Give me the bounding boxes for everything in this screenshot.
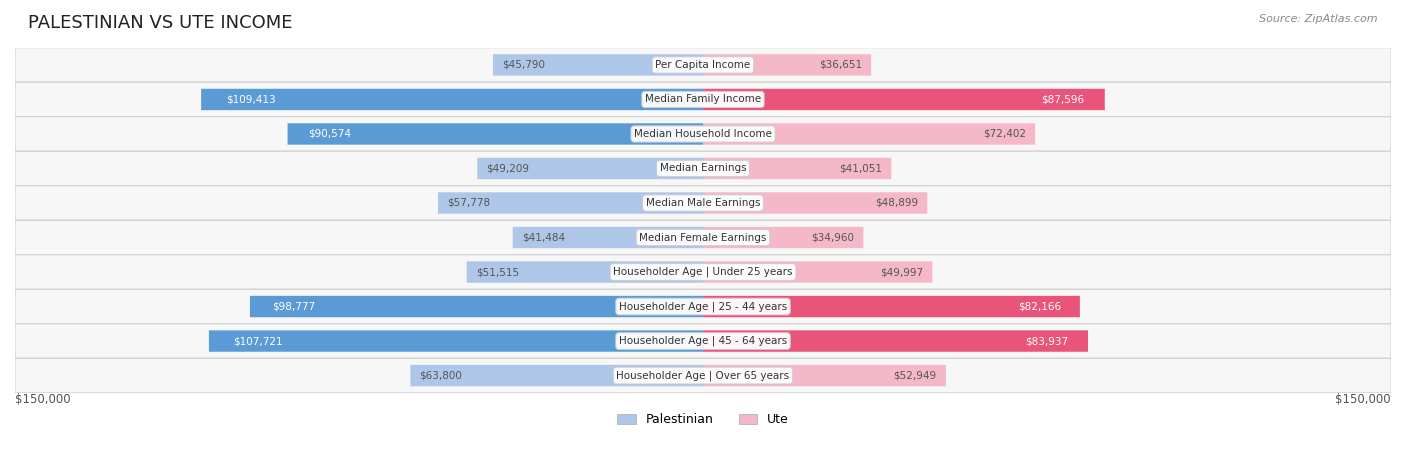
FancyBboxPatch shape [209,330,703,352]
Text: $36,651: $36,651 [818,60,862,70]
Text: Median Household Income: Median Household Income [634,129,772,139]
FancyBboxPatch shape [703,365,946,386]
Text: Per Capita Income: Per Capita Income [655,60,751,70]
FancyBboxPatch shape [15,117,1391,151]
FancyBboxPatch shape [439,192,703,214]
Text: $87,596: $87,596 [1042,94,1084,105]
Text: Householder Age | Under 25 years: Householder Age | Under 25 years [613,267,793,277]
FancyBboxPatch shape [15,48,1391,82]
Text: Median Family Income: Median Family Income [645,94,761,105]
Legend: Palestinian, Ute: Palestinian, Ute [612,409,794,432]
FancyBboxPatch shape [703,158,891,179]
Text: Median Male Earnings: Median Male Earnings [645,198,761,208]
FancyBboxPatch shape [494,54,703,76]
Text: PALESTINIAN VS UTE INCOME: PALESTINIAN VS UTE INCOME [28,14,292,32]
FancyBboxPatch shape [15,220,1391,255]
FancyBboxPatch shape [250,296,703,317]
Text: $150,000: $150,000 [1336,393,1391,406]
FancyBboxPatch shape [15,186,1391,220]
Text: $83,937: $83,937 [1025,336,1069,346]
Text: $57,778: $57,778 [447,198,491,208]
FancyBboxPatch shape [15,151,1391,186]
FancyBboxPatch shape [477,158,703,179]
FancyBboxPatch shape [703,262,932,283]
FancyBboxPatch shape [703,192,928,214]
FancyBboxPatch shape [15,82,1391,117]
Text: Median Female Earnings: Median Female Earnings [640,233,766,242]
Text: Median Earnings: Median Earnings [659,163,747,173]
Text: $63,800: $63,800 [419,371,463,381]
Text: $41,484: $41,484 [522,233,565,242]
FancyBboxPatch shape [703,54,872,76]
Text: $82,166: $82,166 [1018,302,1062,311]
FancyBboxPatch shape [703,123,1035,145]
FancyBboxPatch shape [703,89,1105,110]
Text: $109,413: $109,413 [226,94,276,105]
Text: $98,777: $98,777 [273,302,316,311]
Text: Householder Age | 45 - 64 years: Householder Age | 45 - 64 years [619,336,787,347]
FancyBboxPatch shape [288,123,703,145]
Text: $51,515: $51,515 [475,267,519,277]
Text: $72,402: $72,402 [983,129,1026,139]
Text: $90,574: $90,574 [308,129,352,139]
FancyBboxPatch shape [201,89,703,110]
Text: $49,209: $49,209 [486,163,530,173]
Text: Householder Age | 25 - 44 years: Householder Age | 25 - 44 years [619,301,787,312]
FancyBboxPatch shape [15,289,1391,324]
FancyBboxPatch shape [411,365,703,386]
Text: Householder Age | Over 65 years: Householder Age | Over 65 years [616,370,790,381]
Text: $48,899: $48,899 [875,198,918,208]
FancyBboxPatch shape [513,227,703,248]
FancyBboxPatch shape [703,227,863,248]
Text: Source: ZipAtlas.com: Source: ZipAtlas.com [1260,14,1378,24]
Text: $150,000: $150,000 [15,393,70,406]
FancyBboxPatch shape [703,330,1088,352]
FancyBboxPatch shape [15,358,1391,393]
FancyBboxPatch shape [15,255,1391,289]
FancyBboxPatch shape [15,324,1391,358]
FancyBboxPatch shape [467,262,703,283]
FancyBboxPatch shape [703,296,1080,317]
Text: $34,960: $34,960 [811,233,855,242]
Text: $107,721: $107,721 [233,336,283,346]
Text: $52,949: $52,949 [894,371,936,381]
Text: $49,997: $49,997 [880,267,924,277]
Text: $41,051: $41,051 [839,163,882,173]
Text: $45,790: $45,790 [502,60,546,70]
